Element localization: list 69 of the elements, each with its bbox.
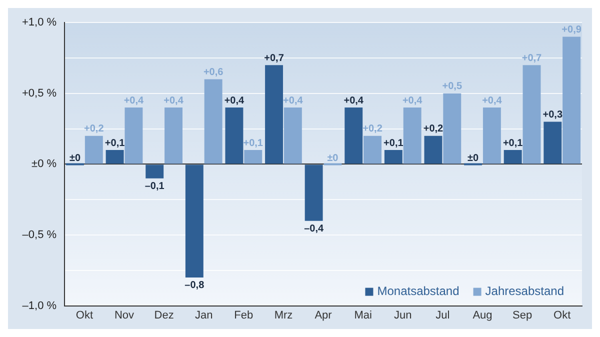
data-label: +0,1 [243, 138, 264, 149]
bar [384, 150, 402, 164]
x-tick-label: Sep [512, 309, 532, 322]
bar [185, 164, 204, 278]
x-tick-label: Okt [76, 309, 94, 322]
x-tick-label: Dez [154, 309, 174, 322]
data-label: +0,2 [84, 124, 104, 135]
bar [424, 136, 442, 164]
x-tick-label: Feb [234, 309, 254, 322]
x-tick-label: Mrz [274, 309, 293, 322]
bar [504, 150, 522, 164]
x-tick-label: Aug [472, 309, 492, 322]
bar [562, 36, 581, 164]
bar [304, 164, 323, 221]
x-tick-label: Jun [394, 309, 412, 322]
bar [124, 108, 143, 164]
data-label: +0,9 [562, 24, 582, 36]
data-label: +0,7 [522, 52, 542, 64]
data-label: +0,4 [224, 95, 245, 106]
data-label: +0,2 [362, 124, 383, 135]
y-tick-label: –1,0 % [22, 300, 57, 312]
data-label: +0,6 [203, 66, 224, 78]
bar [443, 93, 462, 164]
bar [106, 150, 124, 164]
bar [204, 79, 222, 164]
data-label: –0,4 [304, 224, 324, 235]
data-label: +0,4 [124, 95, 144, 106]
data-label: ±0 [468, 152, 479, 164]
bar [544, 122, 562, 164]
data-label: –0,8 [184, 280, 205, 292]
y-tick-label: ±0 % [32, 158, 57, 170]
data-label: +0,7 [264, 52, 284, 64]
bar [364, 136, 382, 164]
data-label: –0,1 [144, 181, 165, 192]
x-tick-label: Nov [114, 309, 135, 322]
x-tick-label: Jul [436, 309, 450, 322]
y-tick-label: +0,5 % [22, 87, 57, 100]
bar [265, 65, 283, 164]
bar [146, 164, 164, 178]
data-label: +0,2 [423, 124, 444, 135]
data-label: +0,5 [442, 81, 462, 92]
x-tick-label: Apr [314, 309, 332, 322]
bar [403, 108, 422, 164]
data-label: +0,3 [542, 109, 563, 120]
bar [522, 65, 541, 164]
data-label: +0,1 [104, 138, 126, 149]
bar [244, 150, 262, 164]
data-label: +0,4 [164, 95, 184, 106]
data-label: +0,4 [283, 95, 304, 106]
bar [344, 108, 363, 164]
legend-label: Monatsabstand [377, 284, 460, 298]
data-label: +0,1 [502, 138, 524, 149]
data-label: +0,1 [384, 138, 404, 149]
x-tick-label: Jan [194, 309, 213, 322]
data-label: +0,4 [344, 95, 364, 106]
data-label: +0,4 [482, 95, 502, 106]
legend-label: Jahresabstand [485, 284, 564, 298]
bar [482, 108, 501, 164]
bar [225, 108, 244, 164]
y-tick-label: +1,0 % [22, 16, 57, 29]
data-label: ±0 [69, 152, 81, 164]
data-label: ±0 [327, 152, 339, 164]
x-tick-label: Okt [554, 309, 571, 322]
data-label: +0,4 [402, 95, 423, 106]
bar [84, 136, 103, 164]
x-tick-label: Mai [354, 309, 372, 322]
bar [284, 108, 302, 164]
y-tick-label: –0,5 % [22, 229, 57, 242]
bar [164, 108, 182, 164]
